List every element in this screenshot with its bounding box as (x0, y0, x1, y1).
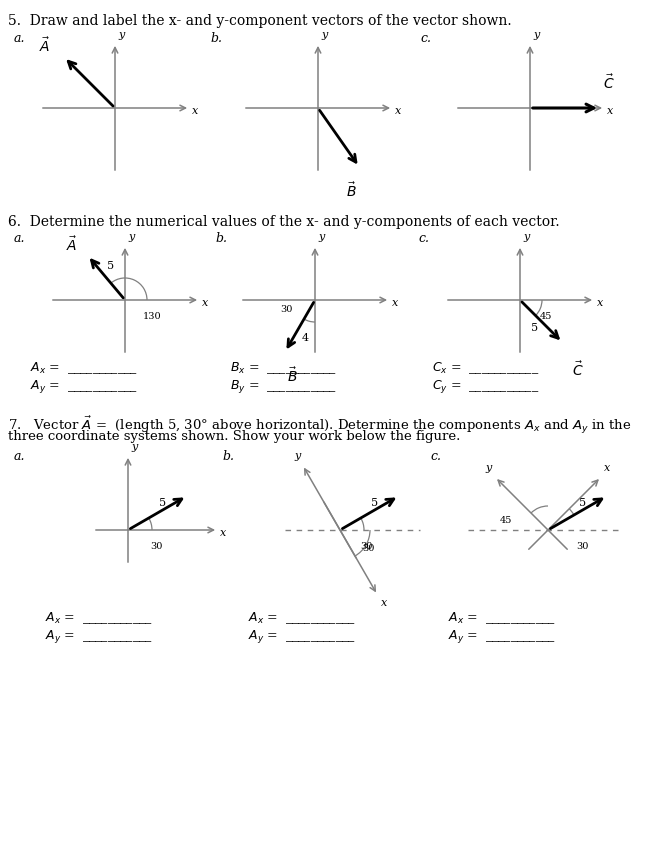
Text: $A_x$ =  ___________: $A_x$ = ___________ (45, 610, 153, 625)
Text: $A_y$ =  ___________: $A_y$ = ___________ (448, 628, 556, 645)
Text: y: y (486, 463, 492, 473)
Text: y: y (131, 442, 137, 452)
Text: 6.  Determine the numerical values of the x- and y-components of each vector.: 6. Determine the numerical values of the… (8, 215, 559, 229)
Text: $B_y$ =  ___________: $B_y$ = ___________ (230, 378, 337, 395)
Text: 5: 5 (159, 498, 167, 508)
Text: y: y (295, 451, 301, 461)
Text: $A_y$ =  ___________: $A_y$ = ___________ (248, 628, 356, 645)
Text: b.: b. (215, 232, 227, 245)
Text: a.: a. (14, 450, 26, 463)
Text: y: y (321, 30, 328, 40)
Text: x: x (597, 298, 603, 308)
Text: c.: c. (420, 32, 431, 45)
Text: 5: 5 (531, 323, 538, 334)
Text: x: x (220, 528, 226, 538)
Text: x: x (392, 298, 398, 308)
Text: c.: c. (418, 232, 429, 245)
Text: $C_x$ =  ___________: $C_x$ = ___________ (432, 360, 540, 376)
Text: $A_x$ =  ___________: $A_x$ = ___________ (248, 610, 356, 625)
Text: three coordinate systems shown. Show your work below the figure.: three coordinate systems shown. Show you… (8, 430, 461, 443)
Text: 5.  Draw and label the x- and y-component vectors of the vector shown.: 5. Draw and label the x- and y-component… (8, 14, 511, 28)
Text: $C_y$ =  ___________: $C_y$ = ___________ (432, 378, 540, 395)
Text: b.: b. (222, 450, 234, 463)
Text: 30: 30 (360, 542, 372, 551)
Text: $\vec{B}$: $\vec{B}$ (346, 181, 357, 200)
Text: y: y (523, 232, 529, 242)
Text: 4: 4 (302, 334, 309, 343)
Text: 45: 45 (500, 516, 512, 525)
Text: 5: 5 (579, 498, 587, 508)
Text: 45: 45 (540, 312, 552, 321)
Text: 130: 130 (143, 312, 161, 321)
Text: $\vec{B}$: $\vec{B}$ (287, 366, 298, 385)
Text: 30: 30 (362, 544, 374, 553)
Text: $\vec{A}$: $\vec{A}$ (67, 235, 78, 254)
Text: $\vec{C}$: $\vec{C}$ (603, 73, 615, 92)
Text: y: y (128, 232, 134, 242)
Text: 5: 5 (107, 261, 114, 271)
Text: a.: a. (14, 32, 26, 45)
Text: $A_x$ =  ___________: $A_x$ = ___________ (448, 610, 556, 625)
Text: 30: 30 (280, 305, 293, 314)
Text: x: x (604, 463, 610, 473)
Text: $\vec{A}$: $\vec{A}$ (39, 37, 50, 55)
Text: x: x (607, 106, 614, 116)
Text: $\vec{C}$: $\vec{C}$ (573, 361, 584, 379)
Text: x: x (192, 106, 198, 116)
Text: y: y (118, 30, 125, 40)
Text: 30: 30 (576, 542, 588, 551)
Text: x: x (395, 106, 401, 116)
Text: y: y (533, 30, 539, 40)
Text: y: y (318, 232, 324, 242)
Text: $A_x$ =  ___________: $A_x$ = ___________ (30, 360, 138, 376)
Text: x: x (202, 298, 208, 308)
Text: $A_y$ =  ___________: $A_y$ = ___________ (30, 378, 138, 395)
Text: x: x (380, 598, 387, 608)
Text: 30: 30 (150, 542, 162, 551)
Text: c.: c. (430, 450, 441, 463)
Text: a.: a. (14, 232, 26, 245)
Text: $A_y$ =  ___________: $A_y$ = ___________ (45, 628, 153, 645)
Text: b.: b. (210, 32, 222, 45)
Text: $B_x$ =  ___________: $B_x$ = ___________ (230, 360, 337, 376)
Text: 7.   Vector $\vec{A}$ =  (length 5, 30° above horizontal). Determine the compone: 7. Vector $\vec{A}$ = (length 5, 30° abo… (8, 415, 631, 437)
Text: 5: 5 (372, 498, 378, 508)
